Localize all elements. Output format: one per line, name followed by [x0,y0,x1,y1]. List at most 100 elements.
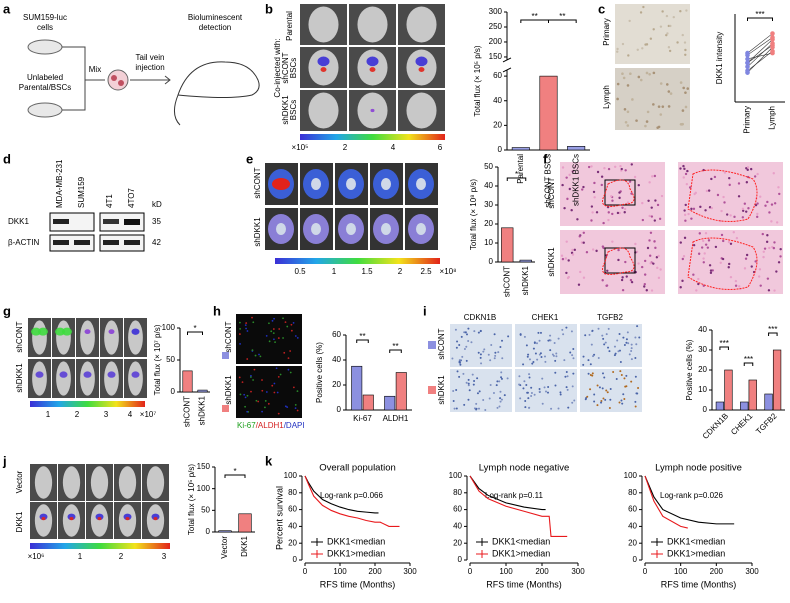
texture [637,262,640,265]
y-tick-label: 0 [206,527,211,536]
texture [273,338,275,341]
bar [238,513,252,533]
texture [766,200,769,204]
texture [265,391,268,393]
texture [719,261,722,264]
y-tick-label: 0 [489,257,494,266]
texture [618,401,621,404]
texture [473,380,476,383]
texture [602,337,605,340]
texture [458,360,461,363]
texture [684,203,687,207]
texture [648,181,651,184]
texture [465,381,468,384]
texture [649,262,652,265]
texture [655,256,659,259]
texture [607,218,610,222]
image-panel [450,369,512,412]
pair-line [747,43,773,68]
texture [533,393,536,396]
x-tick-label: 200 [368,567,382,576]
texture [682,86,685,90]
y-tick-label: 20 [288,538,297,547]
texture [460,335,463,338]
texture [519,333,522,336]
texture [728,176,731,180]
texture [467,340,470,343]
texture [272,328,275,330]
texture [527,397,530,400]
texture [775,270,778,273]
texture [601,387,604,390]
texture [622,336,625,339]
western-blot [49,212,145,252]
texture [692,273,695,276]
survival-curve [644,475,735,525]
texture [604,341,607,344]
texture [623,397,626,400]
texture [296,409,299,412]
texture [519,397,522,400]
significance-bracket [356,339,369,343]
texture [679,10,682,13]
signal [61,327,72,336]
texture [686,169,689,173]
y-tick-label: 80 [288,488,297,497]
legend-glyph [476,538,488,546]
texture [590,219,593,222]
texture [601,279,604,282]
texture [590,165,593,168]
texture [656,266,659,270]
texture [684,91,687,94]
y-tick-label: 200 [489,37,503,46]
y-tick-label: 20 [332,380,341,389]
legend-glyph [651,550,663,558]
y-tick-label: 20 [484,219,493,228]
texture [618,196,621,200]
x-tick-label: shDKK1 BSCs [571,154,580,206]
band [74,240,90,245]
texture [464,331,467,334]
texture [629,72,632,76]
texture [618,349,621,352]
texture [602,221,605,225]
texture [643,285,646,288]
texture [643,273,647,276]
texture [564,257,568,260]
texture [652,71,656,75]
texture [271,384,274,387]
texture [251,316,253,319]
texture [681,279,684,283]
cell [111,75,117,81]
texture [479,356,482,359]
image-panel [615,68,690,130]
texture [630,163,633,166]
texture [501,339,504,342]
texture [252,321,255,324]
texture [244,405,246,408]
colorbar-tick: 2 [343,143,348,152]
texture [750,265,753,268]
mouse-body [146,466,165,499]
texture [543,355,546,358]
texture [500,398,503,401]
texture [587,359,590,362]
texture [451,357,454,360]
x-tick-label: Primary [743,106,752,134]
significance-bracket [224,474,246,478]
row-label: shDKK1 [547,247,556,277]
texture [710,206,714,210]
blot [99,234,145,252]
significance-bracket [187,331,203,335]
texture [684,172,688,176]
texture [645,71,649,75]
bar [395,372,407,411]
texture [697,282,700,286]
signal [418,67,425,72]
texture [265,335,268,337]
y-tick-label: 50 [166,355,175,364]
texture [668,49,672,53]
panel-letter: k [265,453,273,468]
texture [455,407,458,410]
texture [690,207,693,211]
